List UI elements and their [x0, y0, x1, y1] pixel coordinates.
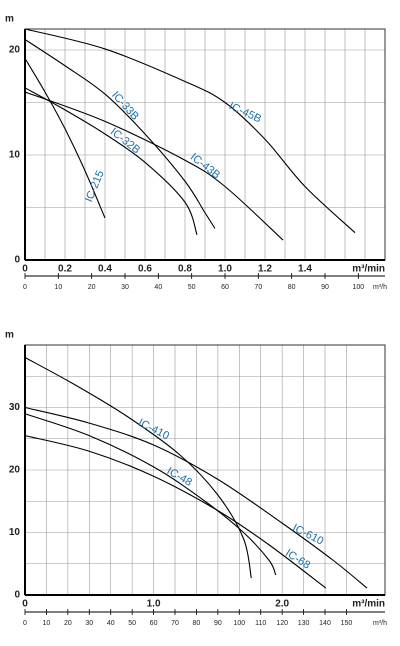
x2-tick-label: 10 [54, 284, 62, 291]
x-tick-label: 2.0 [275, 599, 289, 610]
x-tick-label: 0 [22, 599, 28, 610]
x2-tick-label: 150 [341, 620, 353, 627]
x2-tick-label: 70 [171, 620, 179, 627]
y-tick-label: 10 [9, 150, 21, 161]
x2-tick-label: 50 [188, 284, 196, 291]
curve [24, 28, 356, 234]
chart: 0 10 20 30 m 0 1.0 2.0 m³/min 0 10 20 30 40 50 60 70 80 90… [5, 330, 387, 627]
chart: 0 10 20 m 0 0.2 0.4 0.6 0.8 1.0 1.2 1.4 m³/min 0 10 20 3… [5, 14, 387, 291]
x2-tick-label: 40 [107, 620, 115, 627]
curve [24, 91, 284, 241]
y-tick-label: 0 [14, 590, 20, 601]
curve [24, 413, 277, 576]
x2-axis-label: m³/h [373, 284, 387, 291]
x-tick-label: 1.4 [298, 264, 312, 275]
x-tick-label: 0.2 [58, 264, 72, 275]
x2-tick-label: 0 [23, 620, 27, 627]
y-axis-label: m [5, 330, 14, 341]
x2-tick-label: 80 [288, 284, 296, 291]
curve [24, 39, 216, 229]
x2-tick-label: 30 [85, 620, 93, 627]
curve [24, 435, 327, 589]
y-tick-label: 20 [9, 45, 21, 56]
x2-tick-label: 80 [193, 620, 201, 627]
x2-tick-label: 50 [128, 620, 136, 627]
y-tick-label: 10 [9, 527, 21, 538]
x2-tick-label: 110 [255, 620, 266, 627]
curve [24, 58, 106, 219]
x-axis-label: m³/min [352, 264, 385, 275]
x-tick-label: 1.0 [147, 599, 161, 610]
x-tick-label: 0.8 [178, 264, 192, 275]
x2-tick-label: 100 [233, 620, 245, 627]
x2-tick-label: 20 [88, 284, 96, 291]
curve-label: IC-48 [165, 465, 194, 489]
x2-tick-label: 30 [121, 284, 129, 291]
curve [24, 87, 198, 235]
curve [24, 406, 368, 589]
x2-tick-label: 40 [154, 284, 162, 291]
x2-tick-label: 140 [319, 620, 331, 627]
x2-tick-label: 10 [43, 620, 51, 627]
x2-tick-label: 130 [298, 620, 310, 627]
x2-tick-label: 120 [276, 620, 288, 627]
x-tick-label: 0 [22, 264, 28, 275]
x2-tick-label: 90 [214, 620, 222, 627]
x2-axis-label: m³/h [373, 620, 387, 627]
x2-tick-label: 70 [254, 284, 262, 291]
y-tick-label: 20 [9, 465, 21, 476]
x2-tick-label: 0 [23, 284, 27, 291]
x2-tick-label: 90 [321, 284, 329, 291]
x-tick-label: 0.4 [98, 264, 112, 275]
y-tick-label: 0 [14, 255, 20, 266]
x2-tick-label: 20 [64, 620, 72, 627]
x-tick-label: 0.6 [138, 264, 152, 275]
curve [24, 357, 252, 579]
x2-tick-label: 60 [150, 620, 158, 627]
x-tick-label: 1.0 [218, 264, 232, 275]
x2-tick-label: 60 [221, 284, 229, 291]
x2-tick-label: 100 [352, 284, 364, 291]
x-tick-label: 1.2 [258, 264, 272, 275]
y-axis-label: m [5, 14, 14, 25]
curve-label: IC-610 [290, 522, 325, 548]
x-axis-label: m³/min [352, 599, 385, 610]
curve-label: IC-68 [283, 547, 312, 571]
y-tick-label: 30 [9, 402, 21, 413]
